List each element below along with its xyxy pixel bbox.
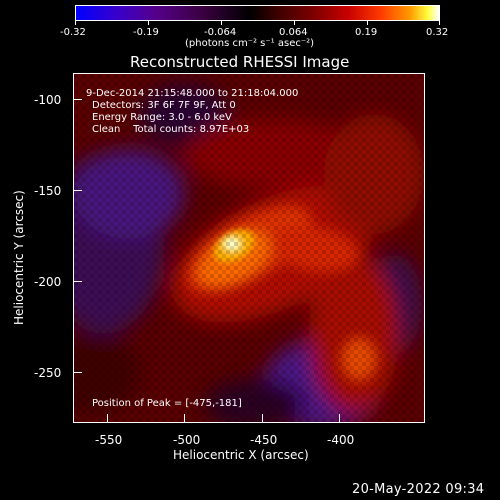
- plot-title: Reconstructed RHESSI Image: [130, 53, 350, 71]
- colorbar-tick: [75, 21, 76, 25]
- y-tick-label: -150: [34, 184, 62, 198]
- time-range-text: 9-Dec-2014 21:15:48.000 to 21:18:04.000: [86, 88, 299, 99]
- x-tick-label: -400: [327, 433, 355, 447]
- colorbar-tick-label: -0.32: [60, 27, 86, 38]
- flux-image: [74, 74, 424, 422]
- colorbar-units: (photons cm⁻² s⁻¹ asec⁻²): [185, 38, 315, 49]
- colorbar-tick: [148, 21, 149, 25]
- x-tick-label: -500: [173, 433, 201, 447]
- x-tick: [107, 414, 108, 422]
- detectors-text: Detectors: 3F 6F 7F 9F, Att 0: [92, 100, 236, 111]
- y-tick-label: -250: [34, 366, 62, 380]
- x-tick: [184, 414, 185, 422]
- y-tick-label: -100: [34, 93, 62, 107]
- y-tick: [74, 190, 82, 191]
- y-tick: [74, 372, 82, 373]
- colorbar-tick-label: -0.064: [204, 27, 237, 38]
- image-plot: [73, 73, 425, 423]
- colorbar-tick-label: 0.32: [426, 27, 449, 38]
- colorbar-tick-label: -0.19: [133, 27, 159, 38]
- colorbar: [75, 5, 440, 21]
- x-tick: [339, 414, 340, 422]
- x-tick: [262, 414, 263, 422]
- x-axis-title: Heliocentric X (arcsec): [173, 448, 309, 462]
- y-tick: [74, 99, 82, 100]
- colorbar-tick: [294, 21, 295, 25]
- x-tick-label: -550: [95, 433, 123, 447]
- y-tick: [74, 281, 82, 282]
- footer-date: 20-May-2022 09:34: [352, 482, 485, 497]
- energy-range-text: Energy Range: 3.0 - 6.0 keV: [92, 112, 232, 123]
- clean-counts-text: Clean Total counts: 8.97E+03: [92, 124, 250, 135]
- colorbar-tick-label: 0.064: [279, 27, 308, 38]
- colorbar-tick: [367, 21, 368, 25]
- colorbar-tick-label: 0.19: [355, 27, 378, 38]
- y-tick-label: -200: [34, 275, 62, 289]
- colorbar-tick: [439, 21, 440, 25]
- x-tick-label: -450: [250, 433, 278, 447]
- peak-position-text: Position of Peak = [-475,-181]: [92, 398, 242, 409]
- colorbar-tick: [221, 21, 222, 25]
- y-axis-title: Heliocentric Y (arcsec): [12, 190, 26, 325]
